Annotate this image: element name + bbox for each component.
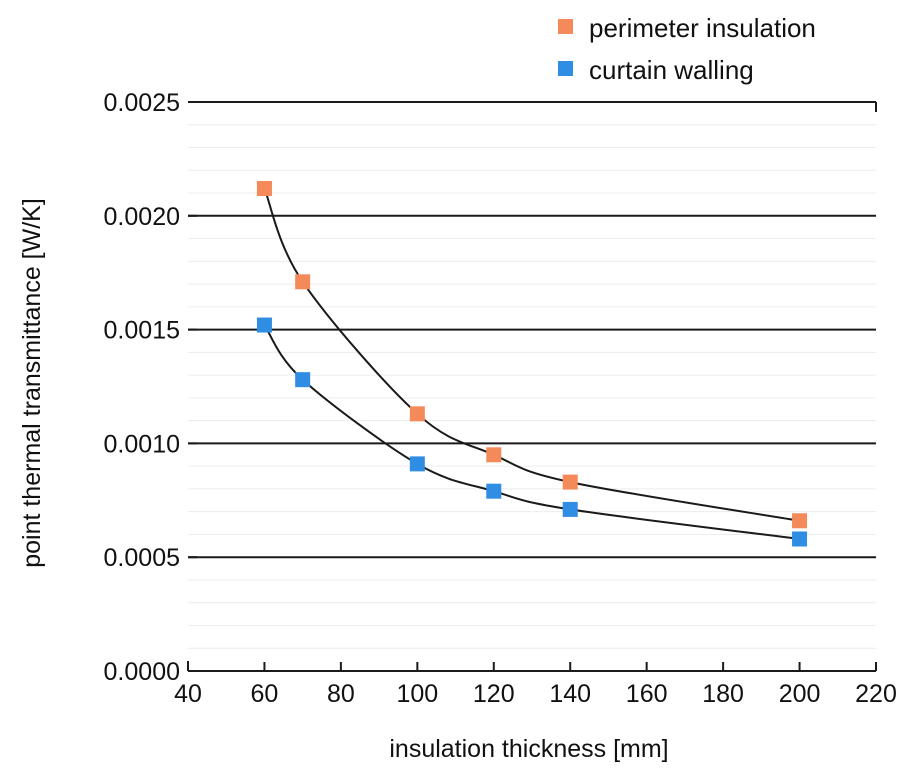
legend-swatch-perimeter-insulation <box>558 19 573 34</box>
x-tick-label: 120 <box>473 680 515 708</box>
y-axis-label: point thermal transmittance [W/K] <box>18 198 46 568</box>
x-tick-label: 80 <box>327 680 355 708</box>
y-tick-label: 0.0025 <box>104 89 180 117</box>
x-axis-label: insulation thickness [mm] <box>389 735 668 763</box>
x-tick-label: 160 <box>626 680 668 708</box>
x-tick-label: 100 <box>396 680 438 708</box>
data-point-series-1 <box>409 456 425 472</box>
data-point-series-0 <box>792 513 808 529</box>
data-point-series-0 <box>562 474 578 490</box>
data-points <box>256 180 808 547</box>
major-gridlines <box>188 101 876 559</box>
legend: perimeter insulation curtain walling <box>558 13 816 85</box>
legend-swatch-curtain-walling <box>558 61 573 76</box>
data-point-series-1 <box>562 501 578 517</box>
x-tick-label: 60 <box>251 680 279 708</box>
x-tick-label: 140 <box>549 680 591 708</box>
legend-label-perimeter-insulation: perimeter insulation <box>589 13 816 43</box>
data-point-series-1 <box>256 317 272 333</box>
y-tick-label: 0.0020 <box>104 203 180 231</box>
y-tick-label: 0.0015 <box>104 317 180 345</box>
data-point-series-1 <box>792 531 808 547</box>
data-point-series-0 <box>409 406 425 422</box>
minor-gridlines <box>188 124 876 649</box>
y-axis-ticks: 0.0000 0.0005 0.0010 0.0015 0.0020 0.0025 <box>104 89 197 686</box>
x-tick-label: 200 <box>779 680 821 708</box>
y-tick-label: 0.0005 <box>104 544 180 572</box>
y-tick-label: 0.0010 <box>104 430 180 458</box>
data-point-series-0 <box>256 180 272 196</box>
x-tick-label: 180 <box>702 680 744 708</box>
y-tick-label: 0.0000 <box>104 658 180 686</box>
x-tick-label: 220 <box>855 680 897 708</box>
data-point-series-0 <box>486 447 502 463</box>
legend-label-curtain-walling: curtain walling <box>589 55 754 85</box>
data-point-series-1 <box>486 483 502 499</box>
data-point-series-0 <box>295 274 311 290</box>
x-tick-label: 40 <box>174 680 202 708</box>
x-axis-ticks: 40 60 80 100 120 140 160 180 200 220 <box>174 662 897 708</box>
data-point-series-1 <box>295 372 311 388</box>
